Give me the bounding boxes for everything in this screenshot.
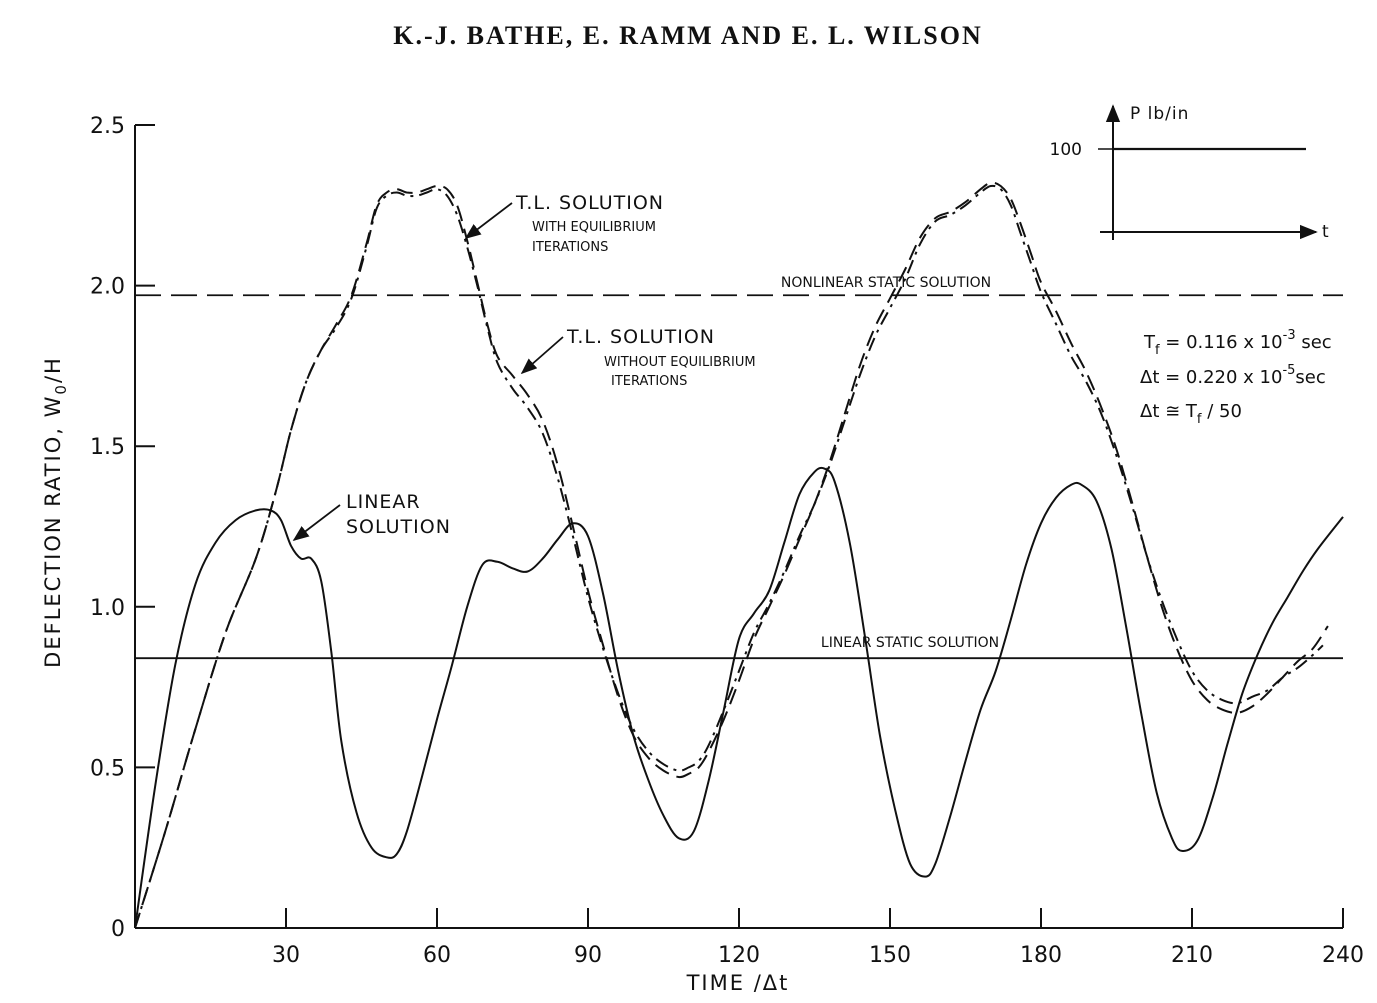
x-tick-label: 30 — [272, 943, 300, 968]
linear-static-label: LINEAR STATIC SOLUTION — [821, 635, 999, 651]
param-rel-sub: f — [1197, 412, 1202, 427]
annotation-linear: LINEAR SOLUTION — [292, 491, 451, 541]
y-tick-label: 0.5 — [90, 756, 125, 781]
x-tick-label: 180 — [1020, 943, 1062, 968]
reference-lines — [135, 294, 1343, 660]
param-dt: Δt = 0.220 x 10-5sec — [1140, 363, 1326, 388]
param-dt-value: Δt = 0.220 x 10 — [1140, 367, 1282, 388]
y-tick-label: 1.0 — [90, 596, 125, 621]
tl-without-equilibrium-line — [134, 181, 1329, 929]
load-inset: P lb/in 100 t — [1050, 104, 1329, 242]
linear-solution-line — [134, 466, 1344, 929]
y-axis-label: DEFLECTION RATIO, W0/H — [41, 356, 70, 668]
param-dt-unit: sec — [1295, 367, 1325, 388]
x-tick-label: 150 — [869, 943, 911, 968]
y-tick-label: 1.5 — [90, 435, 125, 460]
y-axis-label-sub: 0 — [52, 383, 70, 395]
annotation-tl-with-line2: WITH EQUILIBRIUM — [532, 220, 656, 235]
annotation-tl-without-line3: ITERATIONS — [611, 374, 687, 389]
series-layer — [134, 181, 1344, 929]
annotation-tl-with-arrow — [464, 202, 513, 239]
y-ticks: 0 0.5 1.0 1.5 2.0 2.5 — [90, 114, 155, 942]
inset-ylabel: P lb/in — [1130, 104, 1189, 124]
y-tick-label: 2.5 — [90, 114, 125, 139]
param-tf-symbol: T — [1143, 332, 1156, 353]
y-tick-label: 2.0 — [90, 275, 125, 300]
parameters-block: Tf = 0.116 x 10-3 sec Δt = 0.220 x 10-5s… — [1140, 328, 1332, 427]
param-tf: Tf = 0.116 x 10-3 sec — [1143, 328, 1332, 358]
annotation-tl-with: T.L. SOLUTION WITH EQUILIBRIUM ITERATION… — [464, 192, 664, 255]
x-tick-label: 90 — [574, 943, 602, 968]
param-tf-unit: sec — [1296, 332, 1332, 353]
annotation-tl-with-line3: ITERATIONS — [532, 240, 608, 255]
nonlinear-static-label: NONLINEAR STATIC SOLUTION — [781, 275, 991, 291]
y-axis-label-tail: /H — [41, 356, 65, 383]
annotation-linear-line2: SOLUTION — [346, 516, 451, 538]
inset-level-label: 100 — [1050, 140, 1082, 160]
x-tick-label: 240 — [1322, 943, 1364, 968]
y-tick-label: 0 — [111, 917, 125, 942]
param-tf-exp: -3 — [1283, 328, 1296, 343]
param-tf-sub: f — [1155, 343, 1160, 358]
x-ticks: 30 60 90 120 150 180 210 240 — [272, 908, 1364, 968]
annotation-tl-without-line1: T.L. SOLUTION — [566, 326, 715, 348]
annotation-linear-arrow — [292, 504, 341, 541]
x-tick-label: 210 — [1171, 943, 1213, 968]
annotation-tl-without-arrow — [520, 336, 564, 375]
annotation-tl-with-line1: T.L. SOLUTION — [515, 192, 664, 214]
header-authors: K.-J. BATHE, E. RAMM AND E. L. WILSON — [393, 21, 982, 50]
annotation-tl-without: T.L. SOLUTION WITHOUT EQUILIBRIUM ITERAT… — [520, 326, 756, 389]
param-tf-value: = 0.116 x 10 — [1160, 332, 1283, 353]
param-rel-lhs: Δt ≅ T — [1140, 401, 1198, 422]
annotation-linear-line1: LINEAR — [346, 491, 421, 513]
annotation-tl-without-line2: WITHOUT EQUILIBRIUM — [604, 355, 756, 370]
x-tick-label: 120 — [718, 943, 760, 968]
axes — [134, 125, 1343, 929]
y-axis-label-main: DEFLECTION RATIO, W — [41, 395, 65, 668]
x-axis-label: TIME /Δt — [686, 971, 790, 995]
tl-with-equilibrium-line — [134, 184, 1324, 929]
param-relation: Δt ≅ Tf / 50 — [1140, 401, 1242, 427]
param-dt-exp: -5 — [1282, 363, 1295, 378]
param-rel-rhs: / 50 — [1201, 401, 1241, 422]
x-tick-label: 60 — [423, 943, 451, 968]
inset-xlabel: t — [1322, 222, 1329, 242]
